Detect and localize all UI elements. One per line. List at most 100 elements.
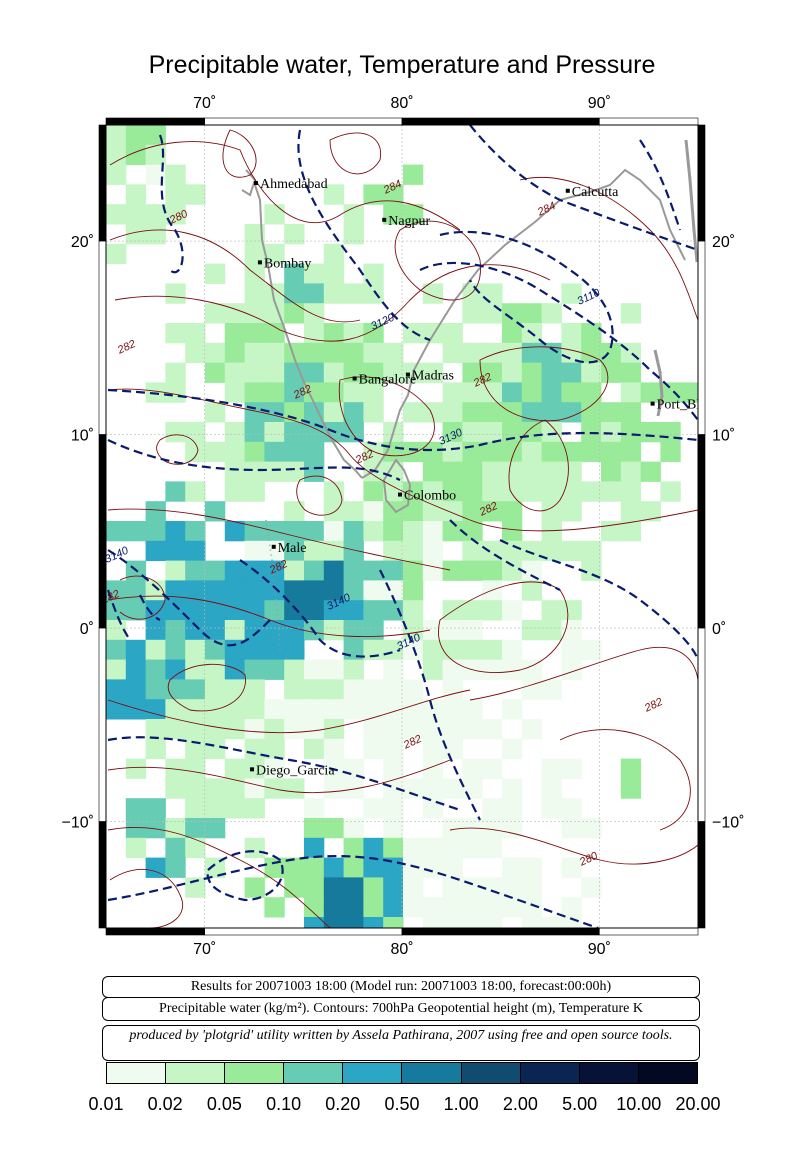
precip-cell — [264, 699, 285, 720]
precip-cell — [244, 758, 265, 779]
lat-tick-label-right: 0˚ — [712, 621, 726, 638]
precip-cell — [244, 600, 265, 621]
precip-cell — [205, 798, 226, 819]
precip-cell — [482, 719, 503, 740]
precip-cell — [442, 679, 463, 700]
precip-cell — [323, 897, 345, 918]
colorbar-cell — [461, 1063, 521, 1083]
precip-cell — [185, 778, 206, 799]
precip-cell — [205, 659, 226, 680]
precip-cell — [244, 778, 265, 799]
precip-cell — [185, 600, 206, 621]
colorbar-label: 1.00 — [443, 1094, 479, 1114]
precip-cell — [383, 659, 404, 680]
precip-cell — [422, 521, 444, 542]
precip-cell — [383, 719, 404, 740]
precip-cell — [323, 580, 345, 601]
precip-cell — [244, 323, 265, 344]
precip-cell — [343, 402, 364, 423]
precip-cell — [205, 778, 226, 799]
precip-cell — [640, 422, 661, 443]
precip-cell — [680, 382, 698, 403]
precip-cell — [660, 441, 681, 463]
precip-cell — [403, 679, 424, 700]
precip-cell — [403, 540, 424, 562]
precip-cell — [502, 778, 523, 799]
precip-cell — [442, 837, 463, 859]
precip-cell — [442, 857, 463, 878]
precip-cell — [620, 362, 642, 383]
precip-cell — [284, 283, 305, 304]
precip-cell — [323, 659, 345, 680]
precip-cell — [422, 719, 444, 740]
precip-cell — [363, 382, 384, 403]
precip-cell — [343, 917, 364, 928]
precip-cell — [323, 857, 345, 878]
precip-cell — [620, 461, 642, 482]
precip-cell — [403, 778, 424, 799]
precip-cell — [502, 422, 523, 443]
precip-cell — [363, 699, 384, 720]
precip-cell — [343, 877, 364, 898]
precip-cell — [145, 857, 166, 878]
precip-cell — [363, 342, 384, 364]
precip-cell — [145, 144, 166, 166]
precip-cell — [224, 342, 246, 364]
precip-cell — [640, 501, 661, 522]
precip-cell — [244, 422, 265, 443]
precip-cell — [264, 342, 285, 364]
precip-cell — [185, 560, 206, 581]
precip-cell — [561, 639, 582, 661]
precip-cell — [502, 362, 523, 383]
city-marker — [382, 217, 387, 222]
precip-cell — [244, 521, 265, 542]
precip-cell — [145, 699, 166, 720]
precip-cell — [482, 560, 503, 581]
precip-cell — [541, 481, 562, 502]
precip-cell — [482, 441, 503, 463]
precip-cell — [442, 897, 463, 918]
precip-cell — [363, 283, 384, 304]
precip-cell — [502, 461, 523, 482]
lon-tick-label-top: 80˚ — [390, 95, 413, 112]
precip-cell — [244, 580, 265, 601]
precip-cell — [482, 501, 503, 522]
precip-cell — [145, 600, 166, 621]
precip-cell — [323, 263, 345, 284]
precip-cell — [125, 818, 147, 839]
precip-cell — [482, 461, 503, 482]
precip-cell — [244, 243, 265, 265]
precip-cell — [521, 362, 543, 383]
precip-cell — [125, 798, 147, 819]
precip-cell — [205, 620, 226, 641]
precip-cell — [502, 699, 523, 720]
precip-cell — [462, 620, 483, 641]
precip-cell — [323, 501, 345, 522]
precip-cell — [323, 679, 345, 700]
precip-cell — [304, 738, 325, 760]
precip-cell — [304, 719, 325, 740]
precip-cell — [442, 778, 463, 799]
precip-cell — [244, 719, 265, 740]
precip-cell — [482, 481, 503, 502]
precip-cell — [422, 659, 444, 680]
precip-cell — [442, 441, 463, 463]
precip-cell — [482, 402, 503, 423]
precip-cell — [264, 204, 285, 225]
precip-cell — [145, 818, 166, 839]
precip-cell — [323, 342, 345, 364]
precip-cell — [403, 580, 424, 601]
precip-cell — [462, 778, 483, 799]
precip-cell — [660, 481, 681, 502]
precip-cell — [403, 897, 424, 918]
precip-cell — [561, 659, 582, 680]
precip-cell — [165, 560, 186, 581]
axis-tick-labels: 70˚ 80˚ 90˚ 70˚ 80˚ 90˚ 20˚ 10˚ 0˚ −10˚ 20˚ 10˚ 0˚ −1… — [62, 95, 745, 958]
results-info-box: Results for 20071003 18:00 (Model run: 2… — [102, 976, 700, 998]
precip-cell — [521, 540, 543, 562]
frame-segment — [204, 117, 403, 126]
precip-cell — [502, 521, 523, 542]
precip-cell — [581, 877, 602, 898]
precip-cell — [502, 857, 523, 878]
